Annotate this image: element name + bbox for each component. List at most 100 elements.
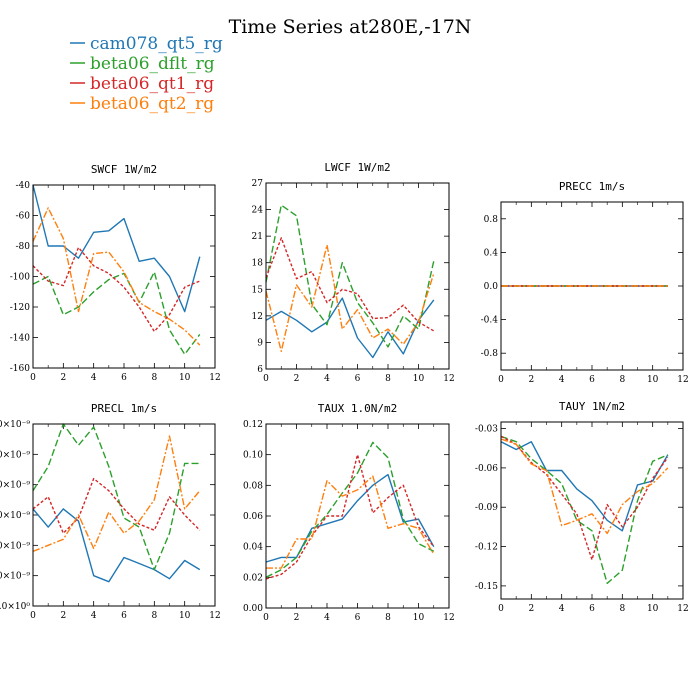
panel-title: TAUY 1N/m2 <box>559 400 625 413</box>
y-tick-label: 0.8 <box>484 215 499 225</box>
y-tick-label: 4.0×10⁻⁹ <box>0 481 30 491</box>
x-tick-label: 8 <box>151 611 157 621</box>
series-line <box>265 441 435 578</box>
x-tick-label: 10 <box>413 374 425 384</box>
y-tick-label: 0.06 <box>243 512 263 522</box>
legend-label: beta06_dflt_rg <box>90 54 215 74</box>
panel-title: PRECL 1m/s <box>91 402 157 415</box>
x-tick-label: 10 <box>647 375 659 385</box>
x-tick-label: 0 <box>498 375 504 385</box>
y-tick-label: -160 <box>10 364 30 374</box>
panel-title: PRECC 1m/s <box>559 180 625 193</box>
panel-title: TAUX 1.0N/m2 <box>318 402 397 415</box>
chart-panel: SWCF 1W/m2 0 2 4 6 8 10 12 -40 -60 -80 -100 -120 -140… <box>10 163 221 383</box>
y-tick-label: -100 <box>10 273 30 283</box>
x-tick-label: 10 <box>179 611 191 621</box>
x-tick-label: 4 <box>324 613 330 623</box>
y-tick-label: -0.12 <box>475 543 498 553</box>
x-tick-label: 8 <box>151 373 157 383</box>
chart-panel: PRECL 1m/s 0 2 4 6 8 10 12 6.0×10⁻⁹ 5.0×10⁻⁹ 4.0×1… <box>0 402 221 621</box>
x-tick-label: 0 <box>30 611 36 621</box>
y-tick-label: 0.04 <box>243 543 263 553</box>
x-tick-label: 0 <box>263 613 269 623</box>
chart-panel: PRECC 1m/s 0 2 4 6 8 10 12 0.8 0.4 0.0 -0.4 -0.8 <box>481 180 689 385</box>
series-line <box>265 297 435 359</box>
legend-item: beta06_qt2_rg <box>70 94 214 114</box>
x-tick-label: 2 <box>528 604 534 614</box>
y-tick-label: 3.0×10⁻⁹ <box>0 511 30 521</box>
x-tick-label: 10 <box>179 373 191 383</box>
series-line <box>32 271 201 355</box>
x-tick-label: 12 <box>677 604 688 614</box>
y-tick-label: 12 <box>252 312 263 322</box>
legend-label: beta06_qt2_rg <box>90 94 214 114</box>
series-line <box>500 441 669 532</box>
y-tick-label: -0.06 <box>475 464 498 474</box>
x-tick-label: 2 <box>294 374 300 384</box>
y-tick-label: 2.0×10⁻⁹ <box>0 541 30 551</box>
x-tick-label: 6 <box>355 374 361 384</box>
plot-frame <box>32 184 216 369</box>
y-tick-label: -0.4 <box>481 316 499 326</box>
x-tick-label: 6 <box>121 611 127 621</box>
legend-item: beta06_qt1_rg <box>70 74 214 94</box>
y-tick-label: -0.15 <box>475 582 498 592</box>
series-line <box>32 477 201 534</box>
y-tick-label: 6.0×10⁻⁹ <box>0 420 30 430</box>
y-tick-label: 0.02 <box>243 573 263 583</box>
series-line <box>32 435 201 553</box>
y-tick-label: -80 <box>16 242 31 252</box>
plot-frame <box>265 423 450 609</box>
x-tick-label: 2 <box>60 611 66 621</box>
y-tick-label: 0.0 <box>484 282 499 292</box>
x-tick-label: 4 <box>559 604 565 614</box>
series-line <box>265 244 435 352</box>
series-line <box>265 473 435 563</box>
x-tick-label: 8 <box>619 604 625 614</box>
series-line <box>32 423 200 571</box>
x-tick-label: 6 <box>355 613 361 623</box>
x-tick-label: 6 <box>589 375 595 385</box>
x-tick-label: 2 <box>528 375 534 385</box>
y-tick-label: -40 <box>16 181 31 191</box>
figure-title: Time Series at280E,-17N <box>229 16 472 38</box>
series-line <box>32 508 201 583</box>
x-tick-label: 12 <box>443 374 454 384</box>
y-tick-label: -140 <box>10 334 30 344</box>
y-tick-label: 0.08 <box>243 481 263 491</box>
y-tick-label: 18 <box>252 259 264 269</box>
plot-frame <box>500 201 684 371</box>
legend-label: beta06_qt1_rg <box>90 74 214 94</box>
x-tick-label: 8 <box>385 613 391 623</box>
y-tick-label: -60 <box>16 212 31 222</box>
plot-frame <box>32 423 216 607</box>
y-tick-label: -0.09 <box>475 503 498 513</box>
x-tick-label: 8 <box>619 375 625 385</box>
x-tick-label: 12 <box>443 613 454 623</box>
x-tick-label: 10 <box>413 613 425 623</box>
chart-panel: TAUX 1.0N/m2 0 2 4 6 8 10 12 0.12 0.10 0.08 0.06 0.0… <box>243 402 455 623</box>
x-tick-label: 8 <box>385 374 391 384</box>
series-line <box>32 207 201 346</box>
x-tick-label: 6 <box>589 604 595 614</box>
series-line <box>266 475 435 569</box>
panel-title: LWCF 1W/m2 <box>324 161 390 174</box>
x-tick-label: 12 <box>209 373 220 383</box>
x-tick-label: 2 <box>294 613 300 623</box>
panel-title: SWCF 1W/m2 <box>91 163 157 176</box>
chart-panel: TAUY 1N/m2 0 2 4 6 8 10 12 -0.03 -0.06 -0.09 -0.12 -… <box>475 400 689 614</box>
y-tick-label: -0.03 <box>475 425 498 435</box>
y-tick-label: 24 <box>252 206 264 216</box>
series-line <box>32 246 201 333</box>
y-tick-label: 15 <box>252 285 264 295</box>
y-tick-label: 0.10 <box>243 451 263 461</box>
y-tick-label: 9 <box>257 338 263 348</box>
x-tick-label: 2 <box>60 373 66 383</box>
x-tick-label: 12 <box>677 375 688 385</box>
series-line <box>32 184 201 313</box>
y-tick-label: 0.0×10⁰ <box>0 602 30 612</box>
y-tick-label: 27 <box>252 179 264 189</box>
series-line <box>265 454 435 580</box>
